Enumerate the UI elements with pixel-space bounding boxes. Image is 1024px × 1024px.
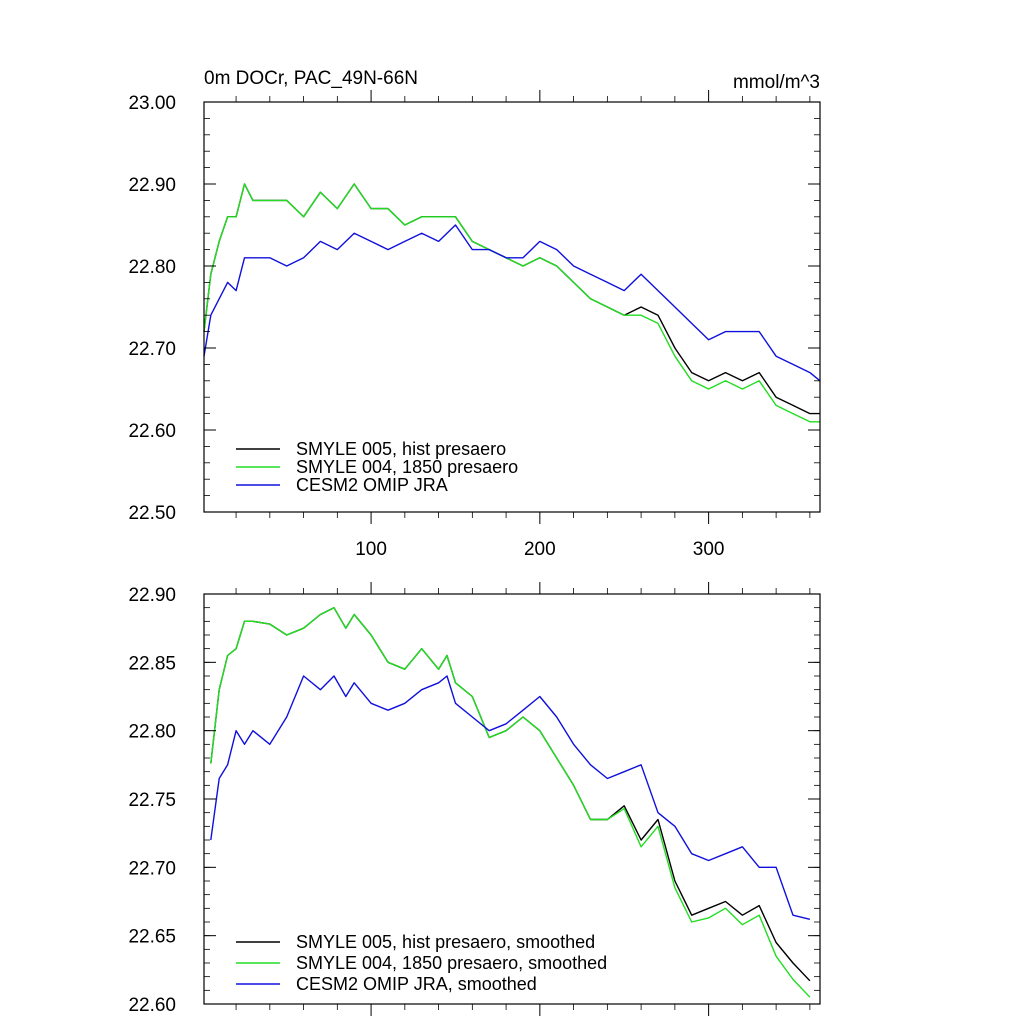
plot-area: 22.50 22.60 22.70 22.80 22.90 23.00 100 200 300	[128, 90, 821, 560]
y-tick-label: 22.90	[128, 585, 176, 606]
y-tick-label: 22.70	[128, 858, 176, 879]
series-line-1	[203, 183, 820, 415]
y-tick-label: 22.80	[128, 722, 176, 743]
legend: SMYLE 005, hist presaero, smoothedSMYLE …	[236, 932, 607, 994]
series-line-1	[210, 607, 811, 982]
legend-label-1: SMYLE 005, hist presaero, smoothed	[296, 932, 595, 952]
plot-frame	[203, 101, 821, 513]
legend-label-3: CESM2 OMIP JRA, smoothed	[296, 974, 537, 994]
legend-label-1: SMYLE 005, hist presaero	[296, 439, 506, 459]
x-tick-label: 300	[693, 539, 725, 560]
y-tick-label: 22.60	[128, 995, 176, 1016]
legend-label-2: SMYLE 004, 1850 presaero	[296, 457, 518, 477]
chart-panel-bottom: 22.60 22.65 22.70 22.75 22.80 22.85 22.90 SMYL…	[128, 582, 821, 1016]
series-line-3	[210, 675, 811, 920]
plot-area: 22.60 22.65 22.70 22.75 22.80 22.85 22.90	[128, 582, 821, 1016]
y-tick-label: 22.50	[128, 503, 176, 524]
series-line-2	[203, 183, 820, 423]
y-tick-label: 22.70	[128, 339, 176, 360]
y-tick-label: 22.75	[128, 790, 176, 811]
x-tick-label: 200	[524, 539, 556, 560]
chart-title: 0m DOCr, PAC_49N-66N	[204, 68, 418, 89]
units-label: mmol/m^3	[733, 72, 820, 93]
chart-panel-top: 0m DOCr, PAC_49N-66N mmol/m^3 22.50 22.60…	[128, 68, 821, 560]
legend-label-3: CESM2 OMIP JRA	[296, 475, 448, 495]
y-tick-label: 22.80	[128, 257, 176, 278]
series-line-3	[203, 224, 821, 382]
series-line-2	[210, 607, 811, 998]
y-tick-label: 22.90	[128, 175, 176, 196]
y-tick-label: 22.60	[128, 421, 176, 442]
legend-label-2: SMYLE 004, 1850 presaero, smoothed	[296, 953, 607, 973]
y-tick-label: 23.00	[128, 93, 176, 114]
x-tick-label: 100	[355, 539, 387, 560]
y-tick-label: 22.65	[128, 927, 176, 948]
y-tick-label: 22.85	[128, 653, 176, 674]
